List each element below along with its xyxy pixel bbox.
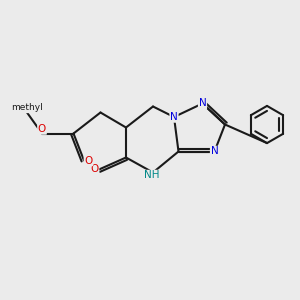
Text: O: O xyxy=(90,164,99,175)
Text: O: O xyxy=(38,124,46,134)
Text: NH: NH xyxy=(144,170,159,181)
Text: N: N xyxy=(199,98,206,109)
Text: N: N xyxy=(170,112,178,122)
Text: O: O xyxy=(84,155,93,166)
Text: N: N xyxy=(211,146,218,157)
Text: methyl: methyl xyxy=(11,103,43,112)
